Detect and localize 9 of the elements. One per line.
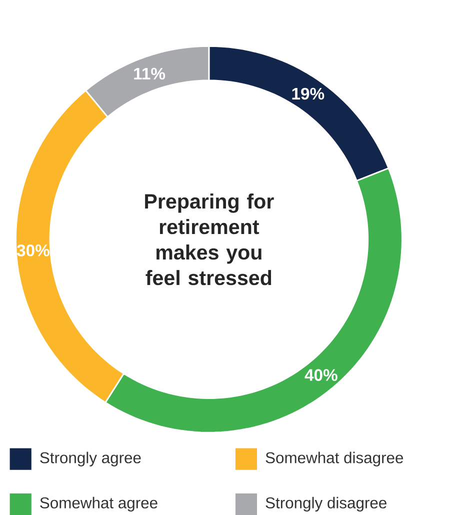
data-label: 30%	[16, 244, 50, 256]
legend-label: Strongly disagree	[266, 496, 386, 512]
data-label: 19%	[292, 88, 324, 100]
legend-label: Somewhat disagree	[266, 452, 403, 466]
data-label: 40%	[304, 369, 338, 381]
text: Preparing for retirement makes you feel stressed	[144, 194, 274, 286]
data-label: 11%	[134, 68, 165, 80]
legend-label: Strongly agree	[40, 452, 141, 466]
legend-label: Somewhat agree	[40, 496, 158, 512]
